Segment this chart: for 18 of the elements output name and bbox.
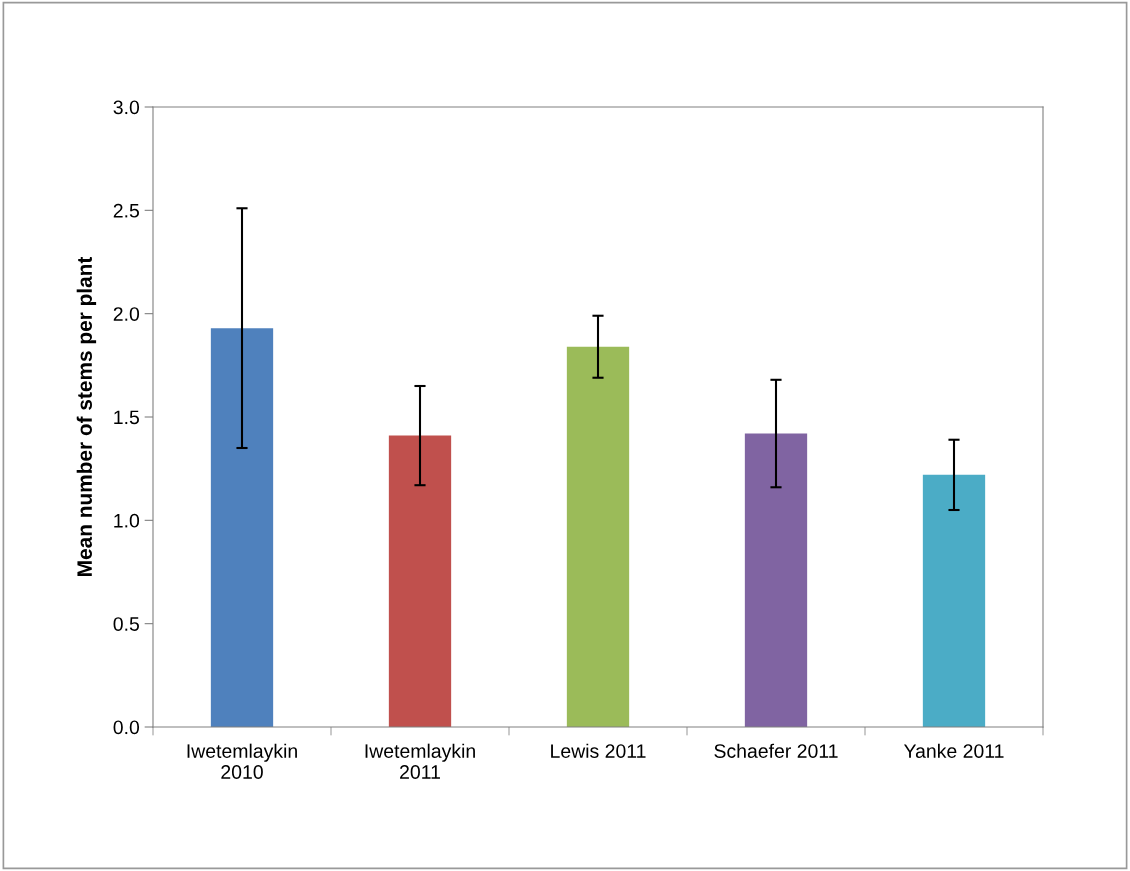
bar: [566, 346, 630, 727]
x-tick-label: Yanke 2011: [903, 743, 1004, 758]
y-tick-label: 1.0: [114, 513, 140, 528]
y-tick-label: 0.5: [113, 617, 139, 631]
y-axis-title: Mean number of stems per plant: [76, 256, 97, 576]
bar: [744, 433, 808, 727]
x-tick-label: Iwetemlaykin 2011: [365, 743, 475, 779]
bar: [388, 435, 452, 727]
bar: [922, 474, 986, 727]
y-tick-label: 1.5: [114, 410, 139, 425]
bar: [210, 328, 274, 727]
y-tick-label: 2.5: [113, 203, 139, 218]
x-tick-label: Lewis 2011: [551, 743, 646, 758]
x-tick-label: Schaefer 2011: [714, 743, 838, 758]
x-tick-label: Iwetemlaykin 2010: [187, 743, 297, 779]
y-tick-label: 0.0: [113, 720, 140, 735]
y-tick-label: 3.0: [113, 100, 140, 115]
y-tick-label: 2.0: [113, 307, 140, 321]
